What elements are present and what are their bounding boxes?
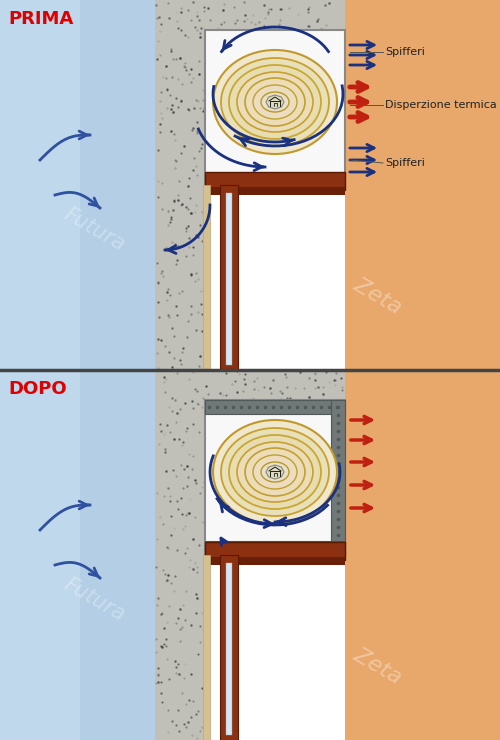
Ellipse shape bbox=[261, 92, 289, 112]
Bar bbox=[155, 490, 205, 740]
Bar bbox=[205, 542, 345, 560]
Bar bbox=[155, 0, 345, 120]
Bar bbox=[203, 555, 210, 740]
Bar bbox=[220, 185, 238, 370]
Bar bbox=[345, 370, 500, 740]
Bar bbox=[80, 0, 155, 370]
Ellipse shape bbox=[221, 428, 329, 516]
Bar bbox=[205, 400, 345, 555]
Bar bbox=[80, 370, 155, 740]
Ellipse shape bbox=[245, 448, 305, 496]
Ellipse shape bbox=[237, 442, 313, 502]
Bar bbox=[345, 0, 500, 370]
Text: Disperzione termica: Disperzione termica bbox=[385, 100, 497, 110]
Bar bbox=[331, 400, 345, 555]
Bar bbox=[226, 193, 232, 365]
Ellipse shape bbox=[237, 72, 313, 132]
Ellipse shape bbox=[229, 435, 321, 509]
Bar bbox=[205, 172, 345, 190]
Text: Futura: Futura bbox=[61, 204, 129, 255]
Ellipse shape bbox=[253, 455, 297, 489]
Bar bbox=[220, 555, 238, 740]
Ellipse shape bbox=[261, 462, 289, 482]
Ellipse shape bbox=[213, 420, 337, 524]
Ellipse shape bbox=[221, 58, 329, 146]
Ellipse shape bbox=[253, 85, 297, 119]
Bar bbox=[203, 185, 210, 370]
Text: Spifferi: Spifferi bbox=[385, 47, 425, 57]
Bar bbox=[0, 370, 155, 740]
Bar bbox=[205, 541, 345, 555]
Ellipse shape bbox=[245, 78, 305, 126]
Bar bbox=[205, 187, 345, 195]
Polygon shape bbox=[266, 95, 284, 109]
Bar bbox=[155, 120, 205, 370]
Bar bbox=[0, 0, 155, 370]
Bar bbox=[205, 400, 345, 414]
Bar bbox=[155, 370, 345, 490]
Text: DOPO: DOPO bbox=[8, 380, 66, 398]
Text: Futura: Futura bbox=[61, 574, 129, 625]
Bar bbox=[226, 563, 232, 735]
Text: Spifferi: Spifferi bbox=[385, 158, 425, 168]
Ellipse shape bbox=[229, 65, 321, 139]
Text: PRIMA: PRIMA bbox=[8, 10, 73, 28]
Bar bbox=[205, 30, 345, 185]
Bar bbox=[205, 557, 345, 565]
Polygon shape bbox=[266, 465, 284, 479]
Text: Futura  Zeta: Futura Zeta bbox=[276, 232, 404, 318]
Ellipse shape bbox=[213, 50, 337, 154]
Text: Futura  Zeta: Futura Zeta bbox=[276, 602, 404, 688]
